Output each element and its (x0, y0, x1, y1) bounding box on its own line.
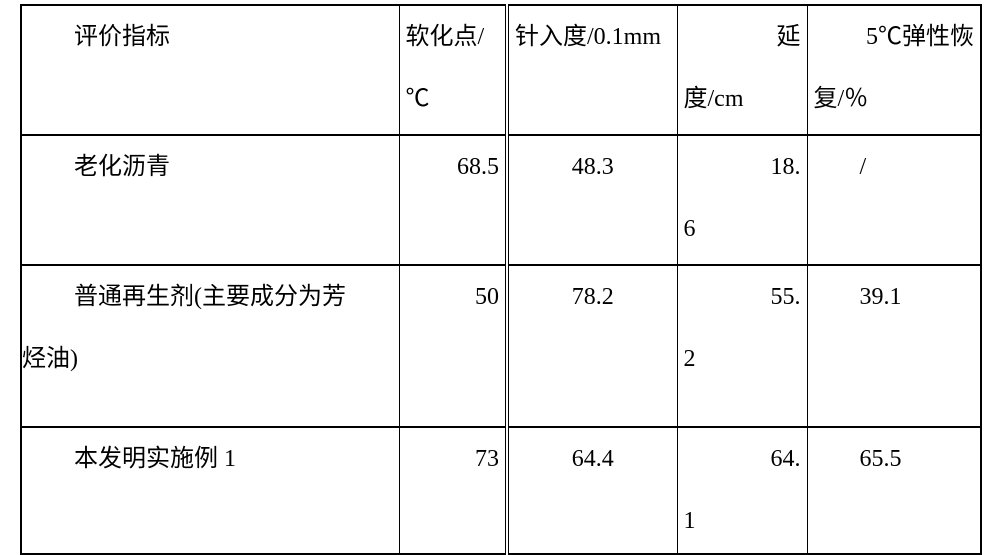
header-label-line2: 复/％ (808, 68, 981, 130)
cell-value: 68.5 (400, 136, 506, 198)
cell-value: 48.3 (509, 136, 677, 198)
cell-value-line1: 64. (678, 428, 807, 490)
cell-value-line2: 1 (678, 490, 807, 552)
table-header-row: 评价指标 软化点/℃ 针入度/0.1mm 延 度/cm 5℃弹性恢 复/％ (21, 5, 981, 135)
header-cell-elastic: 5℃弹性恢 复/％ (807, 5, 981, 135)
cell-softening: 68.5 (399, 135, 507, 265)
header-cell-ductility: 延 度/cm (677, 5, 807, 135)
page: 评价指标 软化点/℃ 针入度/0.1mm 延 度/cm 5℃弹性恢 复/％ 老化… (0, 0, 1000, 538)
header-label-line2: 度/cm (678, 68, 807, 130)
header-label: 评价指标 (22, 6, 399, 68)
row-label-cell: 老化沥青 (21, 135, 399, 265)
row-label-cell: 本发明实施例 1 (21, 427, 399, 554)
table-row: 老化沥青 68.5 48.3 18. 6 / (21, 135, 981, 265)
header-label: 针入度/0.1mm (509, 6, 677, 68)
row-label: 老化沥青 (22, 136, 399, 198)
row-label-cell: 普通再生剂(主要成分为芳 烃油) (21, 265, 399, 427)
cell-ductility: 55. 2 (677, 265, 807, 427)
row-label: 本发明实施例 1 (22, 428, 399, 490)
cell-penetration: 78.2 (507, 265, 677, 427)
row-label-line2: 烃油) (22, 328, 399, 390)
header-label-line1: 5℃弹性恢 (808, 6, 981, 68)
row-label-line1: 普通再生剂(主要成分为芳 (22, 266, 399, 328)
cell-elastic: 39.1 (807, 265, 981, 427)
cell-value-line2: 2 (678, 328, 807, 390)
cell-value-line1: 55. (678, 266, 807, 328)
cell-softening: 50 (399, 265, 507, 427)
header-label-line1: 延 (678, 6, 807, 68)
cell-value: 50 (400, 266, 506, 328)
cell-value: 78.2 (509, 266, 677, 328)
header-label: 软化点/℃ (400, 6, 506, 131)
cell-value: / (808, 136, 981, 198)
evaluation-table: 评价指标 软化点/℃ 针入度/0.1mm 延 度/cm 5℃弹性恢 复/％ 老化… (20, 4, 982, 555)
cell-value: 39.1 (808, 266, 981, 328)
cell-value: 73 (400, 428, 506, 490)
cell-value: 64.4 (509, 428, 677, 490)
cell-value-line1: 18. (678, 136, 807, 198)
table-row: 普通再生剂(主要成分为芳 烃油) 50 78.2 55. 2 39.1 (21, 265, 981, 427)
cell-softening: 73 (399, 427, 507, 554)
cell-penetration: 48.3 (507, 135, 677, 265)
header-cell-metric: 评价指标 (21, 5, 399, 135)
cell-elastic: / (807, 135, 981, 265)
header-cell-softening: 软化点/℃ (399, 5, 507, 135)
cell-value: 65.5 (808, 428, 981, 490)
cell-ductility: 64. 1 (677, 427, 807, 554)
cell-penetration: 64.4 (507, 427, 677, 554)
cell-value-line2: 6 (678, 198, 807, 260)
cell-ductility: 18. 6 (677, 135, 807, 265)
cell-elastic: 65.5 (807, 427, 981, 554)
table-row: 本发明实施例 1 73 64.4 64. 1 65.5 (21, 427, 981, 554)
header-cell-penetration: 针入度/0.1mm (507, 5, 677, 135)
